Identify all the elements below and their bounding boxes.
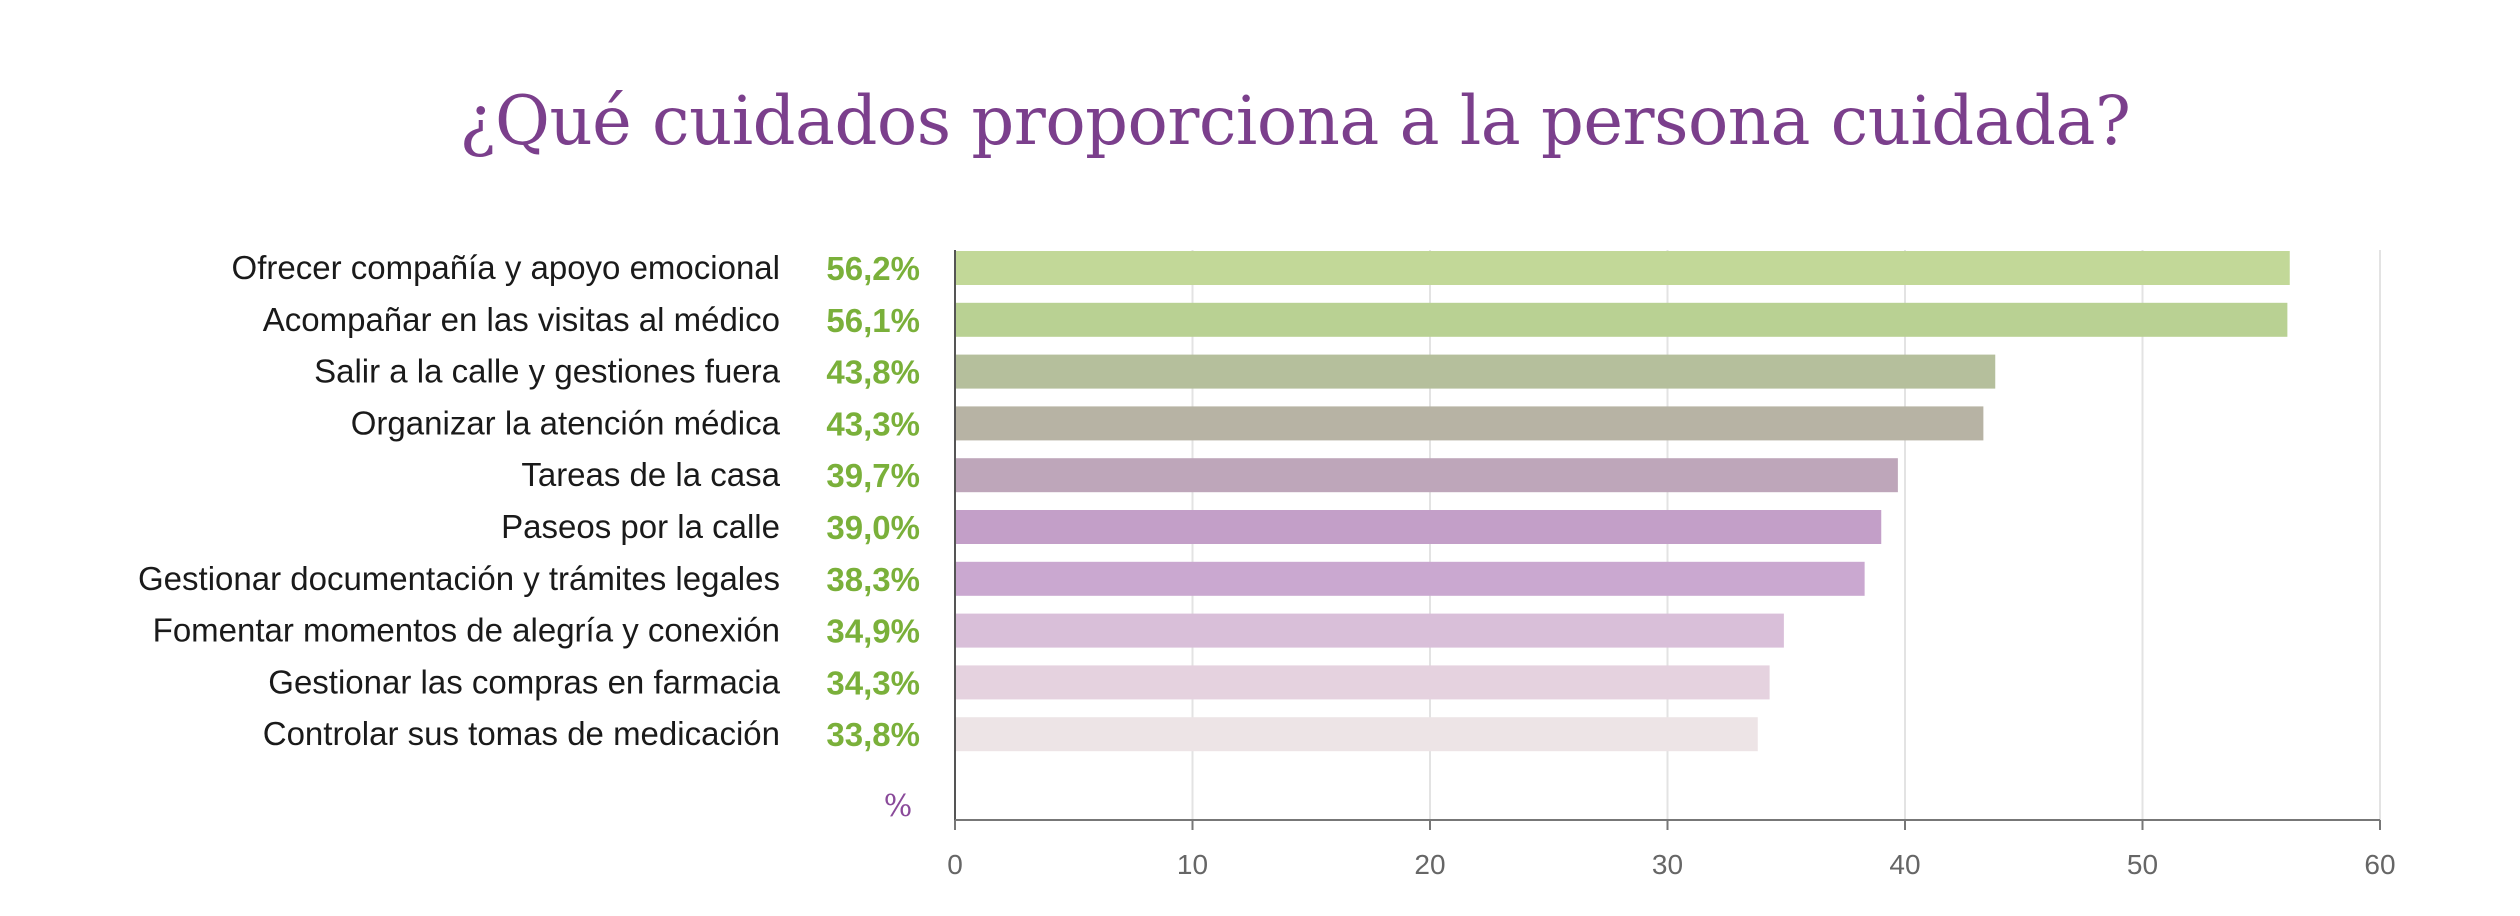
value-label-6: 39,0%: [826, 509, 920, 546]
bar-6: [955, 510, 1882, 544]
category-label-3: Salir a la calle y gestiones fuera: [314, 353, 781, 390]
category-label-1: Ofrecer compañía y apoyo emocional: [232, 249, 780, 286]
category-label-5: Tareas de la casa: [521, 456, 780, 493]
value-label-2: 56,1%: [826, 302, 920, 339]
bar-9: [955, 665, 1770, 700]
value-label-5: 39,7%: [826, 457, 920, 494]
bar-3: [955, 354, 1996, 389]
bar-4: [955, 406, 1984, 441]
bar-8: [955, 613, 1784, 648]
x-tick-label-20: 20: [1414, 849, 1445, 880]
bar-2: [955, 302, 2288, 337]
category-label-6: Paseos por la calle: [501, 508, 780, 545]
bar-5: [955, 458, 1898, 493]
x-tick-label-40: 40: [1889, 849, 1920, 880]
bar-1: [955, 251, 2290, 285]
category-label-4: Organizar la atención médica: [351, 404, 781, 441]
x-tick-label-30: 30: [1652, 849, 1683, 880]
x-tick-label-10: 10: [1177, 849, 1208, 880]
category-label-10: Controlar sus tomas de medicación: [263, 715, 780, 752]
bar-10: [955, 717, 1758, 752]
x-tick-label-50: 50: [2127, 849, 2158, 880]
value-label-9: 34,3%: [826, 664, 920, 701]
category-label-7: Gestionar documentación y trámites legal…: [138, 560, 780, 597]
value-label-10: 33,8%: [826, 716, 920, 753]
chart-title: ¿Qué cuidados proporciona a la persona c…: [459, 82, 2131, 160]
value-label-4: 43,3%: [826, 405, 920, 442]
x-tick-label-0: 0: [947, 849, 963, 880]
value-label-1: 56,2%: [826, 250, 920, 287]
bar-7: [955, 561, 1865, 596]
category-label-8: Fomentar momentos de alegría y conexión: [153, 612, 780, 649]
value-label-8: 34,9%: [826, 613, 920, 650]
unit-label: %: [884, 789, 913, 824]
x-tick-label-60: 60: [2364, 849, 2395, 880]
value-label-3: 43,8%: [826, 354, 920, 391]
value-label-7: 38,3%: [826, 561, 920, 598]
category-label-2: Acompañar en las visitas al médico: [263, 301, 780, 338]
category-label-9: Gestionar las compras en farmacia: [268, 663, 780, 700]
